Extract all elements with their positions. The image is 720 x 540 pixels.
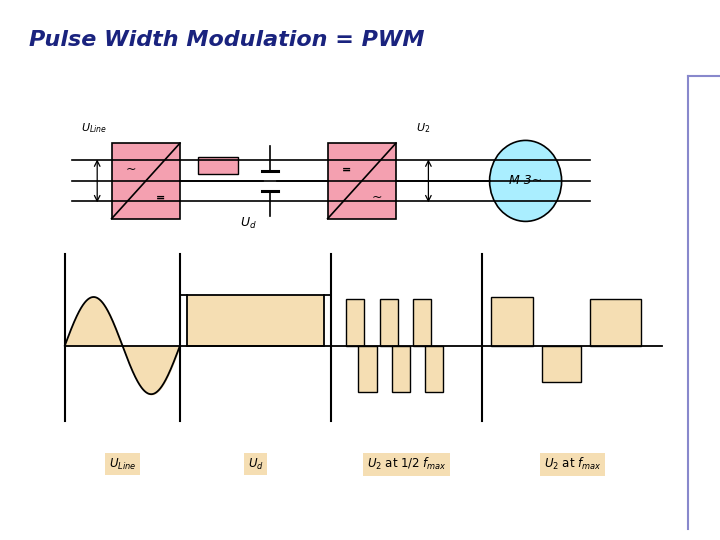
Text: $U_d$: $U_d$ bbox=[248, 457, 264, 472]
Text: $U_d$: $U_d$ bbox=[240, 216, 257, 231]
Text: ~: ~ bbox=[372, 191, 382, 204]
Bar bbox=[198, 157, 238, 174]
Bar bbox=[392, 346, 410, 392]
Text: M 3~: M 3~ bbox=[509, 174, 542, 187]
Text: =: = bbox=[156, 193, 166, 202]
Text: $U_2$ at 1/2 $f_{max}$: $U_2$ at 1/2 $f_{max}$ bbox=[367, 456, 446, 472]
Text: Pulse Width Modulation = PWM: Pulse Width Modulation = PWM bbox=[29, 30, 424, 50]
Bar bbox=[379, 299, 397, 346]
Text: $U_{Line}$: $U_{Line}$ bbox=[109, 457, 136, 472]
Bar bbox=[491, 297, 533, 346]
Bar bbox=[413, 299, 431, 346]
Text: $U_2$: $U_2$ bbox=[416, 121, 431, 135]
Bar bbox=[590, 299, 641, 346]
Bar bbox=[328, 143, 396, 219]
Bar bbox=[425, 346, 443, 392]
Bar bbox=[542, 346, 582, 382]
Ellipse shape bbox=[490, 140, 562, 221]
Bar bbox=[359, 346, 377, 392]
Text: ~: ~ bbox=[125, 163, 136, 176]
Bar bbox=[346, 299, 364, 346]
Bar bbox=[112, 143, 180, 219]
Bar bbox=[187, 295, 324, 346]
Text: =: = bbox=[342, 165, 351, 174]
Text: $U_2$ at $f_{max}$: $U_2$ at $f_{max}$ bbox=[544, 456, 601, 472]
Text: $U_{Line}$: $U_{Line}$ bbox=[81, 121, 107, 135]
